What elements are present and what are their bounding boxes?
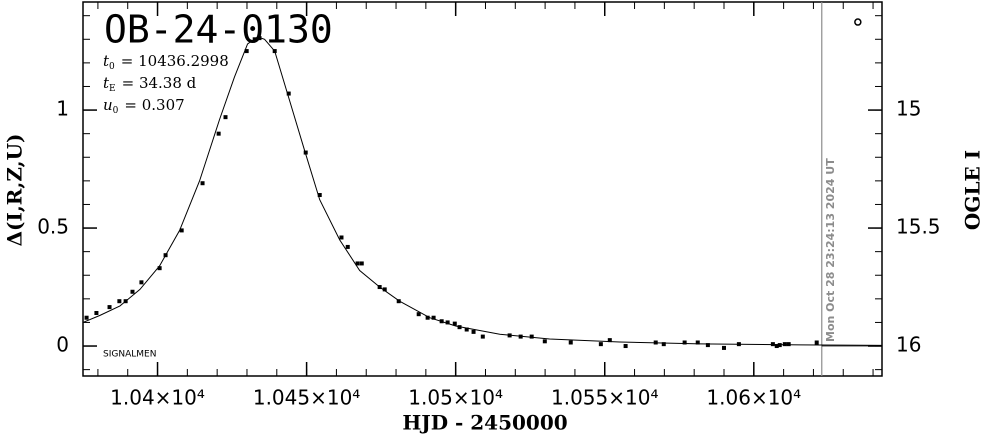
data-point bbox=[445, 320, 450, 325]
model-curve bbox=[82, 36, 883, 346]
data-point bbox=[607, 338, 612, 343]
data-point bbox=[452, 321, 457, 326]
data-point bbox=[94, 310, 99, 315]
x-tick-label: 1.045×10⁴ bbox=[253, 386, 360, 410]
data-point bbox=[382, 287, 387, 292]
data-point bbox=[682, 340, 687, 345]
x-tick-label: 1.06×10⁴ bbox=[706, 386, 801, 410]
x-axis-label: HJD - 2450000 bbox=[402, 411, 567, 435]
data-point bbox=[431, 315, 436, 320]
data-point bbox=[317, 193, 322, 198]
data-point bbox=[782, 342, 787, 347]
data-point bbox=[623, 344, 628, 349]
data-point bbox=[257, 36, 262, 41]
parameter-symbol: t bbox=[103, 74, 110, 92]
data-point bbox=[529, 334, 534, 339]
y2-tick-label: 15.5 bbox=[896, 215, 941, 239]
data-circle bbox=[854, 18, 862, 26]
data-point bbox=[355, 261, 360, 266]
parameter: tE = 34.38 d bbox=[103, 74, 197, 94]
x-tick-label: 1.055×10⁴ bbox=[551, 386, 658, 410]
data-point bbox=[157, 266, 162, 271]
data-point bbox=[568, 340, 573, 345]
chart-title: OB-24-0130 bbox=[104, 8, 333, 52]
data-point bbox=[471, 329, 476, 334]
parameter: u0 = 0.307 bbox=[103, 96, 185, 116]
y2-tick-label: 15 bbox=[896, 97, 921, 121]
y-tick-label: 1 bbox=[56, 97, 69, 121]
parameter-subscript: E bbox=[109, 84, 116, 94]
data-point bbox=[286, 91, 291, 96]
data-point bbox=[244, 49, 249, 54]
data-point bbox=[416, 312, 421, 317]
data-point bbox=[345, 244, 350, 249]
now-label: Mon Oct 28 23:24:13 2024 UT bbox=[824, 158, 837, 342]
data-point bbox=[84, 315, 89, 320]
data-point bbox=[396, 299, 401, 304]
data-point bbox=[130, 289, 135, 294]
data-point bbox=[598, 342, 603, 347]
parameter-subscript: 0 bbox=[113, 106, 119, 116]
x-tick-label: 1.04×10⁴ bbox=[110, 386, 205, 410]
data-point bbox=[480, 334, 485, 339]
data-point bbox=[117, 299, 122, 304]
data-point bbox=[542, 339, 547, 344]
credit: SIGNALMEN bbox=[103, 350, 156, 360]
data-point bbox=[200, 181, 205, 186]
parameter: t0 = 10436.2998 bbox=[103, 52, 229, 72]
data-point bbox=[721, 345, 726, 350]
parameter-text: = 10436.2998 bbox=[121, 52, 229, 70]
parameter-text: = 0.307 bbox=[124, 96, 184, 114]
data-point bbox=[425, 315, 430, 320]
data-point bbox=[705, 343, 710, 348]
data-point bbox=[223, 115, 228, 120]
data-point bbox=[774, 344, 779, 349]
data-point bbox=[339, 235, 344, 240]
y-tick-label: 0 bbox=[56, 333, 69, 357]
y-axis-label: Δ(I,R,Z,U) bbox=[3, 134, 27, 247]
data-point bbox=[814, 340, 819, 345]
y2-axis-label: OGLE I bbox=[961, 150, 985, 230]
data-point bbox=[359, 261, 364, 266]
data-point bbox=[786, 342, 791, 347]
parameter-symbol: t bbox=[103, 52, 110, 70]
data-point bbox=[661, 342, 666, 347]
data-point bbox=[139, 280, 144, 285]
data-point bbox=[216, 131, 221, 136]
parameter-text: = 34.38 d bbox=[122, 74, 197, 92]
parameter-symbol: u bbox=[103, 96, 113, 114]
y2-tick-label: 16 bbox=[896, 333, 921, 357]
data-point bbox=[464, 327, 469, 332]
parameter-subscript: 0 bbox=[109, 62, 115, 72]
x-tick-label: 1.05×10⁴ bbox=[408, 386, 503, 410]
y-tick-label: 0.5 bbox=[37, 215, 69, 239]
plot-frame bbox=[82, 1, 883, 377]
data-point bbox=[107, 305, 112, 310]
data-point bbox=[695, 340, 700, 345]
data-point bbox=[179, 228, 184, 233]
